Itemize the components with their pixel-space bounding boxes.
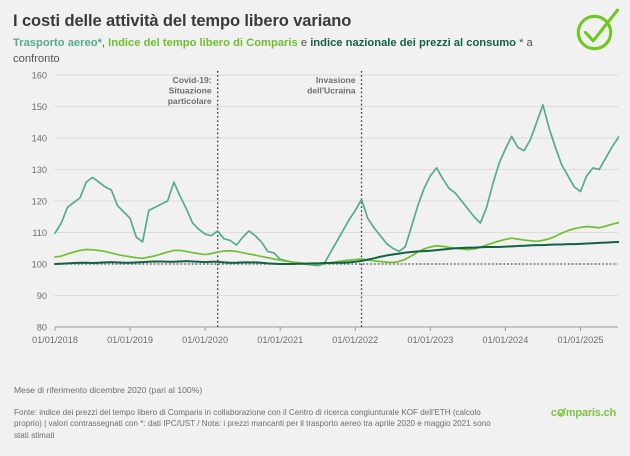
annotation-label: Invasione dell'Ucraina bbox=[307, 75, 356, 96]
x-axis-tick-label: 01/01/2025 bbox=[557, 335, 603, 345]
x-axis-tick-label: 01/01/2019 bbox=[107, 335, 153, 345]
y-axis-tick-label: 120 bbox=[32, 197, 47, 207]
header: I costi delle attività del tempo libero … bbox=[0, 0, 630, 67]
legend-cpi: indice nazionale dei prezzi al consumo bbox=[310, 37, 516, 49]
footer: Mese di riferimento dicembre 2020 (pari … bbox=[0, 385, 630, 441]
legend-air-transport: Trasporto aereo* bbox=[13, 37, 102, 49]
y-axis-tick-label: 150 bbox=[32, 102, 47, 112]
series-line-2 bbox=[54, 240, 619, 265]
leisure-cost-line-chart: 80 90 100 110 120 130 140 150 160 01/01/2018 01/01… bbox=[32, 71, 619, 345]
brand-o-check-icon bbox=[557, 408, 566, 417]
x-axis-tick-label: 01/01/2020 bbox=[182, 335, 228, 345]
legend-tail: * a confronto bbox=[13, 37, 533, 65]
legend-sep-2: e bbox=[297, 37, 311, 49]
legend-sep-1: , bbox=[101, 37, 109, 49]
annotation-label: Covid-19: Situazione particolare bbox=[168, 75, 212, 106]
legend-leisure-index: Indice del tempo libero di Comparis bbox=[108, 37, 298, 49]
x-axis-tick-label: 01/01/2023 bbox=[407, 335, 453, 345]
page-title: I costi delle attività del tempo libero … bbox=[13, 12, 352, 30]
y-axis-tick-label: 100 bbox=[32, 260, 47, 270]
x-axis-tick-label: 01/01/2022 bbox=[332, 335, 378, 345]
series-line-0 bbox=[54, 104, 619, 267]
comparis-check-icon bbox=[576, 8, 620, 51]
brand-suffix: mparis.ch bbox=[565, 407, 616, 419]
y-axis-tick-label: 140 bbox=[32, 134, 47, 144]
y-axis-tick-label: 90 bbox=[37, 291, 47, 301]
brand-prefix: c bbox=[550, 407, 557, 419]
y-axis-tick-label: 160 bbox=[32, 71, 47, 81]
comparis-wordmark: c mparis.ch bbox=[551, 407, 616, 419]
x-axis-tick-label: 01/01/2018 bbox=[32, 335, 78, 345]
source-note: Fonte: indice dei prezzi del tempo liber… bbox=[14, 408, 491, 440]
chart-area: 80 90 100 110 120 130 140 150 160 01/01/2018 01/01… bbox=[0, 67, 630, 352]
y-axis-tick-label: 110 bbox=[32, 228, 47, 238]
x-axis-tick-label: 01/01/2021 bbox=[257, 335, 303, 345]
subtitle-legend: Trasporto aereo*, Indice del tempo liber… bbox=[13, 36, 573, 67]
y-axis-tick-label: 130 bbox=[32, 165, 47, 175]
x-axis-tick-label: 01/01/2024 bbox=[482, 335, 528, 345]
series-line-1 bbox=[54, 221, 619, 265]
y-axis-tick-label: 80 bbox=[37, 323, 47, 333]
reference-note: Mese di riferimento dicembre 2020 (pari … bbox=[14, 385, 203, 395]
